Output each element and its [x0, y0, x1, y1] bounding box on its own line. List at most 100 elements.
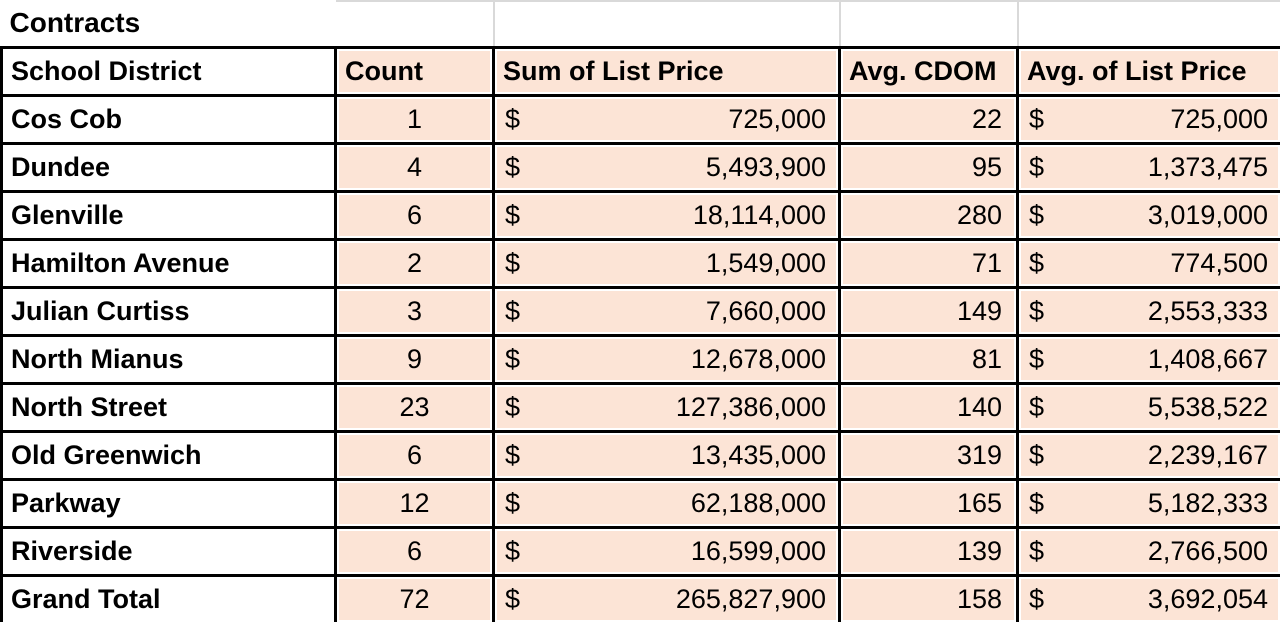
currency-symbol: $: [505, 391, 521, 422]
currency-symbol: $: [1029, 439, 1045, 470]
cell-count[interactable]: 6: [334, 429, 495, 481]
cell-district[interactable]: Cos Cob: [0, 93, 337, 145]
currency-symbol: $: [1029, 199, 1045, 230]
cell-value: 725,000: [728, 103, 826, 134]
empty-cell[interactable]: [839, 0, 1019, 47]
column-header-count[interactable]: Count: [334, 45, 495, 97]
cell-sum-list-price[interactable]: $16,599,000: [492, 525, 841, 577]
cell-avg-list-price[interactable]: $3,692,054: [1016, 573, 1280, 622]
cell-value: 5,182,333: [1147, 487, 1268, 518]
cell-count[interactable]: 23: [334, 381, 495, 433]
cell-district[interactable]: Grand Total: [0, 573, 337, 622]
cell-count[interactable]: 6: [334, 189, 495, 241]
cell-district[interactable]: North Street: [0, 381, 337, 433]
currency-symbol: $: [1029, 343, 1045, 374]
currency-symbol: $: [1029, 151, 1045, 182]
cell-count[interactable]: 3: [334, 285, 495, 337]
cell-avg-cdom[interactable]: 140: [838, 381, 1019, 433]
header-row: School District Count Sum of List Price …: [0, 45, 1280, 97]
empty-cell[interactable]: [335, 0, 495, 47]
cell-avg-list-price[interactable]: $2,239,167: [1016, 429, 1280, 481]
cell-district[interactable]: Hamilton Avenue: [0, 237, 337, 289]
cell-avg-cdom[interactable]: 95: [838, 141, 1019, 193]
cell-sum-list-price[interactable]: $62,188,000: [492, 477, 841, 529]
title-row: Contracts: [1, 0, 1280, 47]
table-row: Julian Curtiss 3 $7,660,000 149 $2,553,3…: [0, 285, 1280, 337]
cell-sum-list-price[interactable]: $13,435,000: [492, 429, 841, 481]
currency-symbol: $: [505, 295, 521, 326]
cell-district[interactable]: Julian Curtiss: [0, 285, 337, 337]
cell-avg-list-price[interactable]: $774,500: [1016, 237, 1280, 289]
table-row-grand-total: Grand Total 72 $265,827,900 158 $3,692,0…: [0, 573, 1280, 622]
cell-avg-cdom[interactable]: 158: [838, 573, 1019, 622]
currency-symbol: $: [1029, 247, 1045, 278]
cell-sum-list-price[interactable]: $1,549,000: [492, 237, 841, 289]
cell-sum-list-price[interactable]: $725,000: [492, 93, 841, 145]
cell-sum-list-price[interactable]: $265,827,900: [492, 573, 841, 622]
currency-symbol: $: [1029, 391, 1045, 422]
cell-value: 725,000: [1170, 103, 1268, 134]
cell-sum-list-price[interactable]: $12,678,000: [492, 333, 841, 385]
cell-count[interactable]: 12: [334, 477, 495, 529]
cell-avg-list-price[interactable]: $3,019,000: [1016, 189, 1280, 241]
cell-district[interactable]: North Mianus: [0, 333, 337, 385]
cell-avg-cdom[interactable]: 81: [838, 333, 1019, 385]
currency-symbol: $: [505, 487, 521, 518]
cell-avg-list-price[interactable]: $725,000: [1016, 93, 1280, 145]
column-header-avg-cdom[interactable]: Avg. CDOM: [838, 45, 1019, 97]
cell-avg-list-price[interactable]: $5,538,522: [1016, 381, 1280, 433]
table-row: North Street 23 $127,386,000 140 $5,538,…: [0, 381, 1280, 433]
column-header-school-district[interactable]: School District: [0, 45, 337, 97]
table-row: Riverside 6 $16,599,000 139 $2,766,500: [0, 525, 1280, 577]
cell-count[interactable]: 9: [334, 333, 495, 385]
cell-district[interactable]: Riverside: [0, 525, 337, 577]
cell-value: 18,114,000: [692, 199, 826, 230]
cell-count[interactable]: 6: [334, 525, 495, 577]
cell-avg-list-price[interactable]: $1,408,667: [1016, 333, 1280, 385]
empty-cell[interactable]: [493, 0, 841, 47]
cell-avg-list-price[interactable]: $1,373,475: [1016, 141, 1280, 193]
cell-avg-cdom[interactable]: 71: [838, 237, 1019, 289]
cell-avg-list-price[interactable]: $5,182,333: [1016, 477, 1280, 529]
currency-symbol: $: [505, 535, 521, 566]
cell-avg-list-price[interactable]: $2,553,333: [1016, 285, 1280, 337]
cell-value: 774,500: [1170, 247, 1268, 278]
table-row: Dundee 4 $5,493,900 95 $1,373,475: [0, 141, 1280, 193]
cell-district[interactable]: Parkway: [0, 477, 337, 529]
cell-sum-list-price[interactable]: $18,114,000: [492, 189, 841, 241]
cell-avg-cdom[interactable]: 165: [838, 477, 1019, 529]
cell-value: 12,678,000: [690, 343, 826, 374]
cell-avg-cdom[interactable]: 139: [838, 525, 1019, 577]
table-row: Cos Cob 1 $725,000 22 $725,000: [0, 93, 1280, 145]
currency-symbol: $: [1029, 535, 1045, 566]
cell-avg-cdom[interactable]: 22: [838, 93, 1019, 145]
cell-district[interactable]: Glenville: [0, 189, 337, 241]
currency-symbol: $: [1029, 103, 1045, 134]
empty-cell[interactable]: [1017, 0, 1280, 47]
cell-sum-list-price[interactable]: $127,386,000: [492, 381, 841, 433]
table-row: North Mianus 9 $12,678,000 81 $1,408,667: [0, 333, 1280, 385]
cell-sum-list-price[interactable]: $7,660,000: [492, 285, 841, 337]
cell-avg-list-price[interactable]: $2,766,500: [1016, 525, 1280, 577]
cell-value: 5,493,900: [705, 151, 826, 182]
cell-count[interactable]: 2: [334, 237, 495, 289]
cell-sum-list-price[interactable]: $5,493,900: [492, 141, 841, 193]
cell-district[interactable]: Old Greenwich: [0, 429, 337, 481]
cell-avg-cdom[interactable]: 149: [838, 285, 1019, 337]
cell-count[interactable]: 4: [334, 141, 495, 193]
cell-avg-cdom[interactable]: 280: [838, 189, 1019, 241]
table-title-cell[interactable]: Contracts: [1, 1, 336, 47]
table-row: Hamilton Avenue 2 $1,549,000 71 $774,500: [0, 237, 1280, 289]
cell-count[interactable]: 1: [334, 93, 495, 145]
currency-symbol: $: [1029, 295, 1045, 326]
column-header-sum-list-price[interactable]: Sum of List Price: [492, 45, 841, 97]
table-row: Old Greenwich 6 $13,435,000 319 $2,239,1…: [0, 429, 1280, 481]
column-header-avg-list-price[interactable]: Avg. of List Price: [1016, 45, 1280, 97]
cell-value: 2,553,333: [1147, 295, 1268, 326]
currency-symbol: $: [505, 199, 521, 230]
cell-count[interactable]: 72: [334, 573, 495, 622]
cell-district[interactable]: Dundee: [0, 141, 337, 193]
currency-symbol: $: [1029, 583, 1045, 614]
cell-avg-cdom[interactable]: 319: [838, 429, 1019, 481]
